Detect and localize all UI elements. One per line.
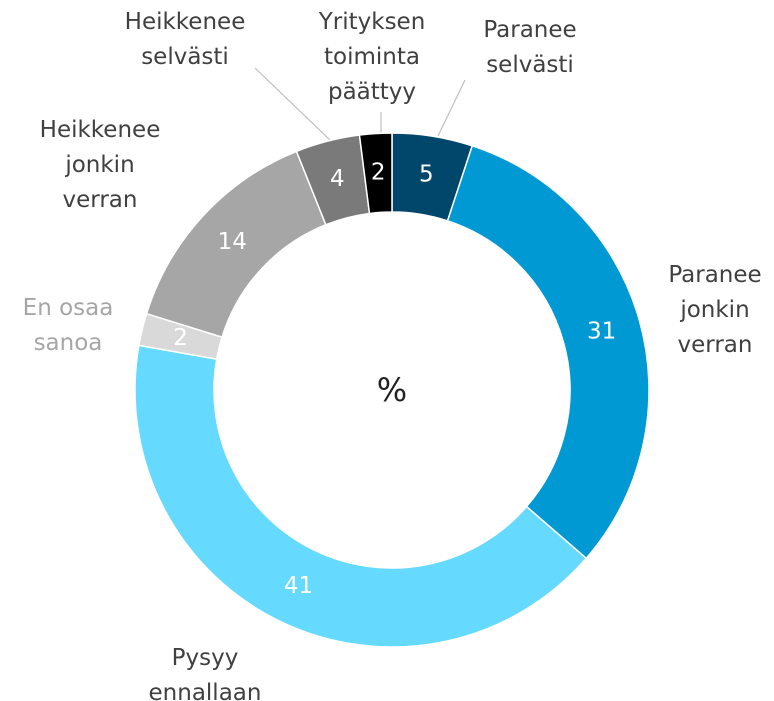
category-label-line: jonkin [679, 297, 749, 323]
leader-line [254, 67, 331, 141]
category-label-line: jonkin [64, 152, 134, 178]
center-label: % [377, 371, 407, 409]
category-label-line: Paranee [483, 17, 576, 43]
category-label: Pysyy ennallaan [149, 645, 262, 701]
category-label-line: Yrityksen [318, 9, 426, 35]
category-label-line: Paranee [668, 262, 761, 288]
category-label-line: selvästi [141, 44, 229, 70]
category-label-line: selvästi [486, 52, 574, 78]
category-label: Paranee jonkin verran [668, 262, 761, 358]
category-label: Yrityksen toiminta päättyy [318, 9, 426, 105]
donut-segment [134, 344, 588, 648]
donut-segment [446, 144, 650, 560]
category-label-line: verran [678, 332, 753, 358]
value-label: 2 [371, 159, 386, 185]
value-label: 5 [419, 162, 434, 188]
category-label-line: ennallaan [149, 680, 262, 701]
category-label-line: sanoa [34, 330, 103, 356]
donut-segment [358, 132, 393, 215]
category-label: Heikkenee selvästi [125, 9, 246, 70]
category-label-line: Heikkenee [125, 9, 246, 35]
category-label: Heikkenee jonkin verran [40, 117, 161, 213]
category-label-line: verran [63, 187, 138, 213]
leader-line [437, 79, 466, 137]
category-label: Paranee selvästi [483, 17, 576, 78]
category-label: En osaa sanoa [23, 295, 114, 356]
value-label: 4 [330, 166, 345, 192]
category-label-line: toiminta [324, 44, 420, 70]
value-label: 2 [173, 325, 188, 351]
category-label-line: päättyy [328, 79, 416, 105]
value-label: 14 [218, 229, 247, 255]
value-label: 41 [284, 573, 313, 599]
category-label-line: Pysyy [172, 645, 239, 671]
category-label-line: Heikkenee [40, 117, 161, 143]
category-label-line: En osaa [23, 295, 114, 321]
value-label: 31 [587, 319, 616, 345]
